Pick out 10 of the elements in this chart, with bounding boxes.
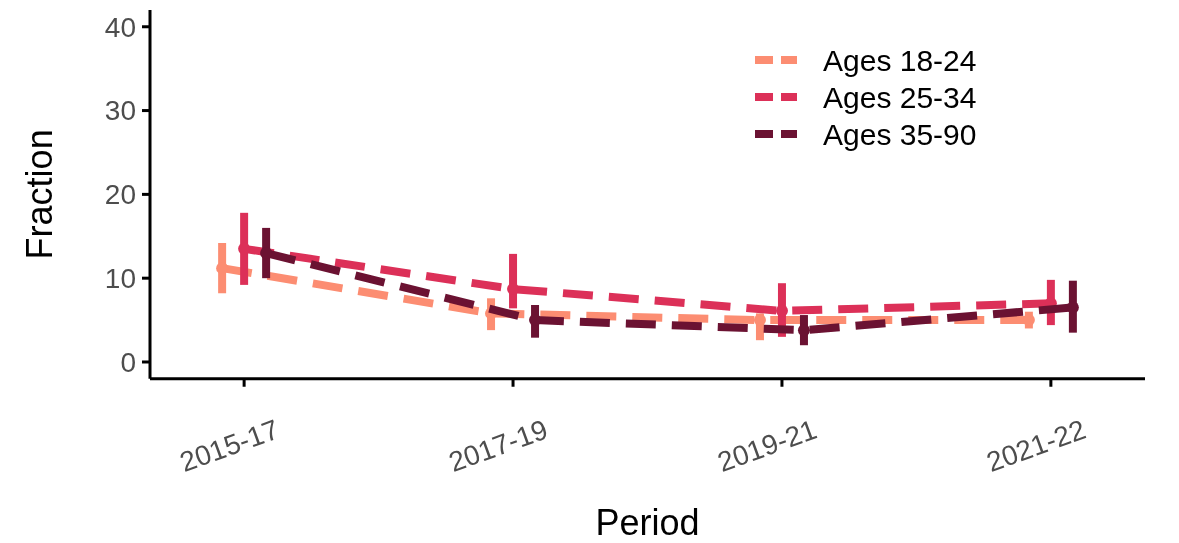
y-tick-label: 0 <box>120 346 136 378</box>
y-axis-title: Fraction <box>19 129 60 260</box>
legend-label: Ages 35-90 <box>823 117 977 151</box>
y-tick-label: 20 <box>104 179 136 211</box>
x-axis-title: Period <box>595 502 700 543</box>
legend-label: Ages 25-34 <box>823 80 977 114</box>
legend-label: Ages 18-24 <box>823 43 977 77</box>
y-tick-label: 40 <box>104 11 136 43</box>
y-tick-label: 10 <box>104 262 136 294</box>
y-tick-label: 30 <box>104 95 136 127</box>
